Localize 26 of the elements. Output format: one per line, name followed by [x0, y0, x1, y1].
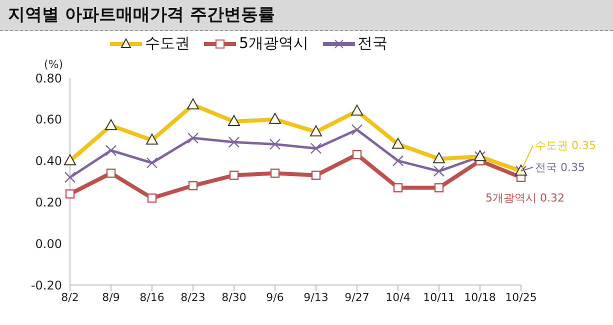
annotation: 전국 0.35 — [535, 161, 585, 174]
legend-label: 수도권 — [145, 34, 190, 53]
y-axis-title: (%) — [44, 58, 64, 71]
x-tick-label: 8/16 — [140, 290, 164, 304]
x-tick-label: 10/4 — [386, 290, 410, 304]
x-tick-label: 8/2 — [61, 290, 79, 304]
x-tick-label: 8/9 — [102, 290, 120, 304]
chart-title: 지역별 아파트매매가격 주간변동률 — [0, 0, 613, 31]
y-tick-label: 0.60 — [35, 112, 62, 127]
x-tick-label: 10/11 — [423, 290, 455, 304]
x-tick-label: 8/30 — [222, 290, 246, 304]
x-tick-label: 10/25 — [505, 290, 537, 304]
x-tick-label: 9/13 — [304, 290, 328, 304]
y-tick-label: 0.20 — [35, 195, 62, 210]
y-tick-label: -0.20 — [30, 278, 62, 292]
legend-label: 전국 — [358, 34, 388, 53]
x-tick-label: 9/6 — [266, 290, 284, 304]
x-tick-label: 9/27 — [344, 290, 370, 304]
y-tick-label: 0.80 — [35, 71, 62, 86]
annotation: 수도권 0.35 — [535, 139, 596, 152]
x-tick-label: 8/23 — [180, 290, 206, 304]
y-tick-label: 0.40 — [35, 154, 62, 168]
x-tick-label: 10/18 — [464, 290, 496, 304]
annotation: 5개광역시 0.32 — [486, 191, 564, 204]
y-tick-label: 0.00 — [35, 236, 62, 251]
legend-label: 5개광역시 — [239, 34, 309, 53]
